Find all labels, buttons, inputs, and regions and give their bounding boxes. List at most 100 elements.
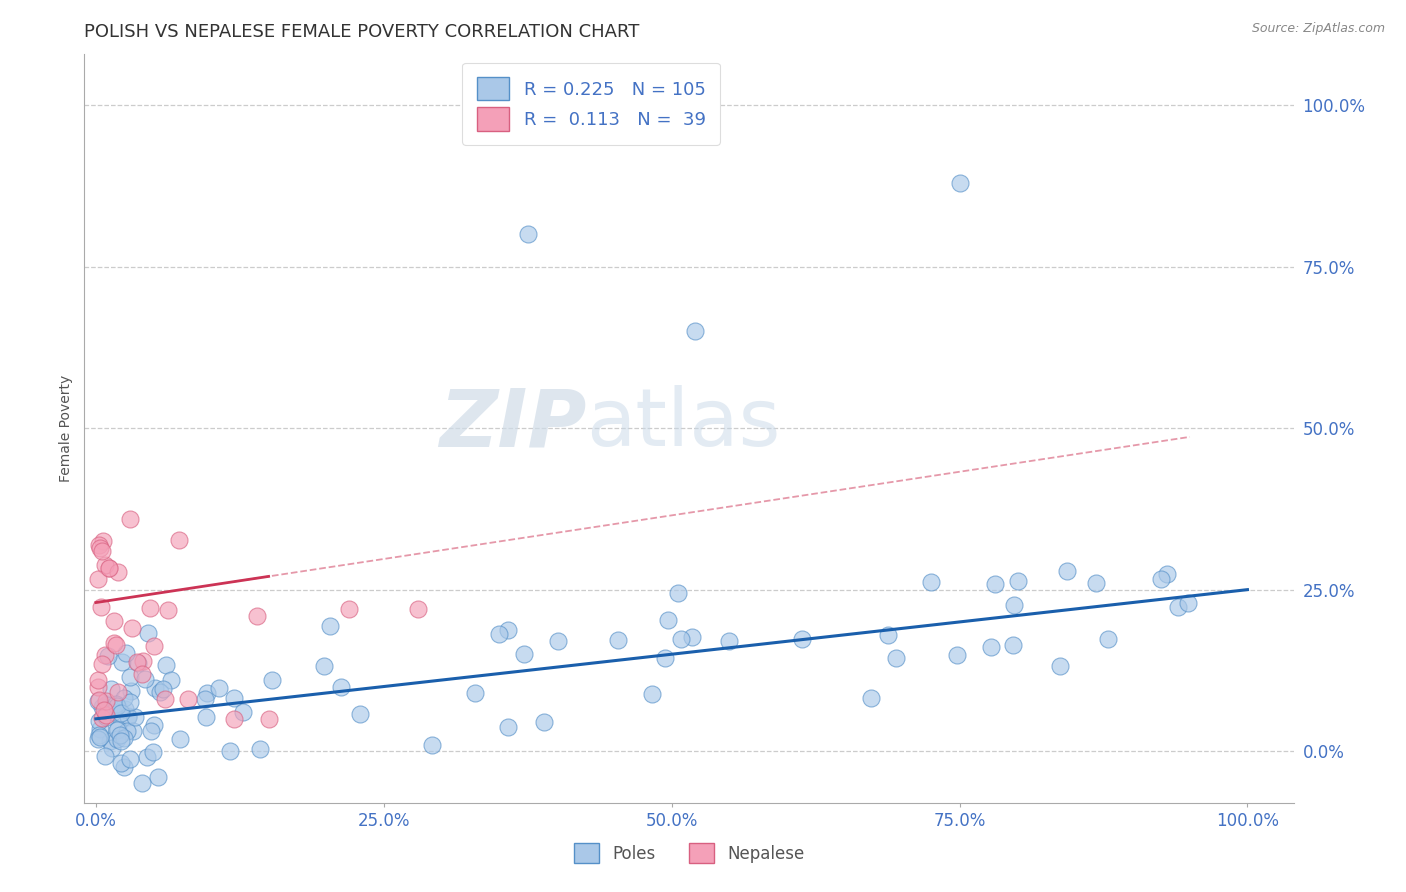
- Point: [139, 601, 162, 615]
- Point: [641, 688, 664, 702]
- Point: [89, 541, 111, 556]
- Point: [876, 628, 898, 642]
- Point: [792, 632, 814, 646]
- Text: POLISH VS NEPALESE FEMALE POVERTY CORRELATION CHART: POLISH VS NEPALESE FEMALE POVERTY CORREL…: [84, 23, 640, 41]
- Point: [96, 697, 118, 711]
- Point: [349, 706, 371, 721]
- Legend: Poles, Nepalese: Poles, Nepalese: [567, 837, 811, 870]
- Point: [124, 710, 146, 724]
- Point: [105, 732, 128, 747]
- Point: [110, 706, 132, 720]
- Text: Source: ZipAtlas.com: Source: ZipAtlas.com: [1251, 22, 1385, 36]
- Point: [408, 602, 430, 616]
- Point: [89, 692, 111, 706]
- Point: [155, 657, 177, 672]
- Point: [1177, 596, 1199, 610]
- Point: [337, 602, 360, 616]
- Point: [136, 625, 159, 640]
- Point: [319, 619, 342, 633]
- Text: ZIP: ZIP: [439, 385, 586, 464]
- Point: [1150, 573, 1173, 587]
- Point: [115, 723, 138, 738]
- Point: [131, 666, 153, 681]
- Point: [195, 686, 218, 700]
- Point: [120, 752, 142, 766]
- Point: [87, 573, 110, 587]
- Point: [666, 585, 689, 599]
- Point: [110, 734, 132, 748]
- Point: [169, 533, 191, 548]
- Point: [89, 714, 111, 728]
- Point: [104, 697, 127, 711]
- Point: [118, 671, 141, 685]
- Point: [90, 711, 112, 725]
- Point: [683, 324, 706, 338]
- Point: [222, 690, 245, 705]
- Text: atlas: atlas: [586, 385, 780, 464]
- Point: [103, 705, 125, 719]
- Point: [91, 533, 114, 548]
- Point: [90, 544, 112, 558]
- Point: [208, 681, 231, 695]
- Point: [96, 693, 118, 707]
- Y-axis label: Female Poverty: Female Poverty: [59, 375, 73, 482]
- Point: [121, 621, 143, 635]
- Point: [98, 561, 121, 575]
- Point: [105, 638, 128, 652]
- Point: [142, 745, 165, 759]
- Point: [87, 673, 110, 687]
- Point: [420, 738, 443, 752]
- Point: [117, 708, 139, 723]
- Point: [980, 640, 1002, 655]
- Point: [90, 599, 112, 614]
- Point: [103, 615, 125, 629]
- Point: [1007, 574, 1029, 589]
- Point: [89, 730, 111, 744]
- Point: [547, 634, 569, 648]
- Point: [94, 558, 117, 573]
- Point: [131, 776, 153, 790]
- Point: [1167, 600, 1189, 615]
- Point: [89, 722, 111, 736]
- Point: [152, 681, 174, 696]
- Point: [100, 682, 122, 697]
- Point: [1084, 576, 1107, 591]
- Point: [718, 634, 741, 648]
- Point: [107, 685, 129, 699]
- Point: [112, 691, 135, 706]
- Point: [125, 655, 148, 669]
- Point: [143, 681, 166, 696]
- Point: [105, 699, 128, 714]
- Point: [132, 655, 155, 669]
- Point: [98, 734, 121, 748]
- Point: [121, 683, 143, 698]
- Point: [97, 561, 120, 575]
- Point: [195, 709, 218, 723]
- Point: [142, 639, 165, 653]
- Point: [249, 742, 271, 756]
- Point: [1156, 566, 1178, 581]
- Point: [135, 750, 157, 764]
- Point: [859, 690, 882, 705]
- Point: [105, 723, 128, 738]
- Point: [260, 673, 283, 687]
- Point: [114, 647, 136, 661]
- Point: [232, 706, 254, 720]
- Point: [654, 651, 676, 665]
- Point: [464, 686, 486, 700]
- Point: [117, 710, 139, 724]
- Point: [96, 710, 118, 724]
- Point: [657, 613, 679, 627]
- Point: [156, 603, 179, 617]
- Point: [177, 692, 200, 706]
- Point: [89, 538, 111, 552]
- Point: [516, 227, 538, 242]
- Point: [121, 724, 143, 739]
- Point: [246, 608, 269, 623]
- Point: [120, 511, 142, 525]
- Point: [97, 649, 120, 664]
- Point: [496, 720, 519, 734]
- Point: [1049, 659, 1071, 673]
- Point: [169, 732, 191, 747]
- Point: [946, 648, 969, 663]
